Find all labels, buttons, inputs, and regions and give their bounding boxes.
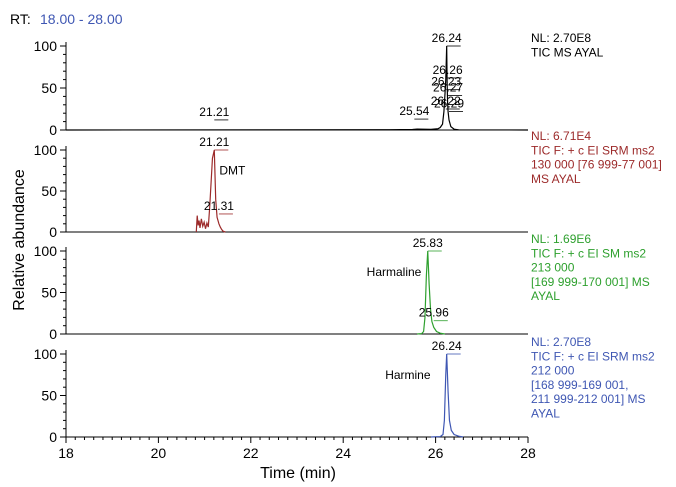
y-tick-label: 0 [49, 326, 57, 342]
y-tick-label: 0 [49, 429, 57, 445]
y-tick-label: 50 [41, 183, 57, 199]
y-tick-label: 100 [34, 243, 58, 259]
y-tick-label: 50 [41, 285, 57, 301]
trace-line [430, 353, 464, 438]
peak-label: 25.54 [399, 104, 429, 118]
peak-label: 25.83 [413, 236, 443, 250]
info-line: NL: 1.69E6 [531, 232, 591, 246]
y-tick-label: 0 [49, 122, 57, 138]
trace-line [417, 250, 445, 335]
info-line: TIC F: + c EI SRM ms2 [531, 143, 655, 157]
info-line: 212 000 [531, 364, 575, 378]
info-line: 130 000 [76 999-77 001] [531, 158, 662, 172]
info-line: 211 999-212 001] MS [531, 392, 646, 406]
info-line: 213 000 [531, 261, 575, 275]
y-tick-label: 100 [34, 142, 58, 158]
peak-label: 26.27 [433, 81, 463, 95]
info-line: MS AYAL [531, 172, 581, 186]
peak-label: 26.26 [433, 63, 463, 77]
info-line: NL: 6.71E4 [531, 129, 591, 143]
x-tick-label: 18 [58, 445, 74, 461]
peak-label: 25.96 [419, 306, 449, 320]
peak-label: 26.24 [432, 31, 462, 45]
compound-label: Harmaline [367, 265, 422, 279]
y-tick-label: 100 [34, 38, 58, 54]
peak-label: 26.29 [434, 97, 464, 111]
x-axis-label: Time (min) [260, 465, 336, 482]
compound-label: DMT [219, 164, 246, 178]
x-tick-label: 24 [335, 445, 351, 461]
x-tick-label: 28 [520, 445, 536, 461]
rt-range: 18.00 - 28.00 [40, 11, 123, 27]
info-line: [168 999-169 001, [531, 378, 628, 392]
x-tick-label: 20 [151, 445, 167, 461]
peak-label: 26.24 [432, 339, 462, 353]
info-line: TIC F: + c EI SM ms2 [531, 246, 646, 260]
y-tick-label: 100 [34, 346, 58, 362]
info-line: TIC F: + c EI SRM ms2 [531, 349, 655, 363]
peak-label: 26.22 [431, 94, 461, 108]
x-axis: 18 20 22 24 26 28 [58, 437, 536, 461]
info-line: AYAL [531, 407, 560, 421]
peak-label: 21.31 [204, 199, 234, 213]
y-tick-label: 50 [41, 388, 57, 404]
peak-label: 21.21 [199, 135, 229, 149]
x-tick-label: 22 [243, 445, 259, 461]
compound-label: Harmine [385, 368, 431, 382]
trace-line [195, 149, 226, 233]
info-line: [169 999-170 001] MS [531, 275, 650, 289]
peak-label: 21.21 [199, 105, 229, 119]
y-tick-label: 50 [41, 80, 57, 96]
info-line: AYAL [531, 289, 560, 303]
x-tick-label: 26 [428, 445, 444, 461]
y-tick-label: 0 [49, 224, 57, 240]
peak-label: 26.23 [431, 75, 461, 89]
trace-line [65, 45, 529, 131]
info-line: NL: 2.70E8 [531, 31, 591, 45]
info-line: NL: 2.70E8 [531, 335, 591, 349]
info-line: TIC MS AYAL [531, 45, 604, 59]
rt-prefix: RT: [10, 11, 31, 27]
y-axis-label: Relative abundance [11, 169, 28, 311]
